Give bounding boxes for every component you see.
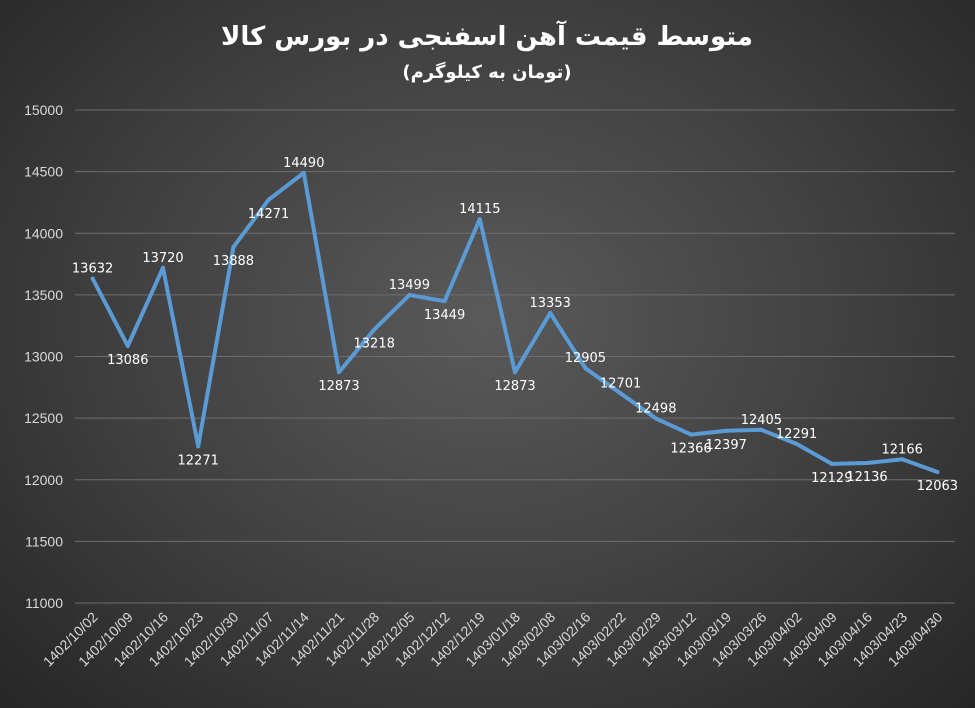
data-point <box>759 427 764 432</box>
data-point <box>689 432 693 437</box>
y-tick-label: 11500 <box>25 533 63 549</box>
y-tick-label: 12000 <box>24 472 63 488</box>
data-point <box>301 170 306 175</box>
data-point <box>583 366 588 371</box>
chart-title: متوسط قیمت آهن اسفنجی در بورس کالا <box>221 20 753 52</box>
data-label: 13218 <box>354 337 395 352</box>
y-axis: 15000 14500 14000 13500 13000 12500 12000 11500… <box>24 102 63 611</box>
data-point <box>266 197 271 202</box>
data-label: 12136 <box>846 470 887 485</box>
y-tick-label: 11000 <box>25 595 63 611</box>
data-label: 12905 <box>565 351 606 366</box>
data-label: 14115 <box>459 202 500 217</box>
data-label: 12873 <box>494 379 535 394</box>
data-labels: 13632 13086 13720 12271 13888 14271 14490 12873… <box>72 156 958 494</box>
data-label: 12271 <box>178 453 219 468</box>
chart-subtitle: (تومان به کیلوگرم) <box>402 61 571 83</box>
data-label: 12873 <box>318 379 359 394</box>
data-point <box>653 416 658 421</box>
data-label: 12291 <box>776 427 817 442</box>
data-point <box>477 217 482 222</box>
data-point <box>196 444 201 449</box>
x-axis: 1402/10/021402/10/091402/10/161402/10/23… <box>40 609 946 670</box>
data-point <box>90 276 95 281</box>
data-label: 12063 <box>917 479 958 494</box>
y-tick-label: 13000 <box>24 349 63 365</box>
data-label: 13353 <box>530 296 571 311</box>
data-point <box>442 299 447 304</box>
data-label: 12701 <box>600 376 641 391</box>
data-label: 14271 <box>248 207 289 222</box>
data-label: 13499 <box>389 278 430 293</box>
series-line-group <box>90 170 940 474</box>
data-point <box>231 245 236 250</box>
data-label: 13888 <box>213 254 254 269</box>
data-point <box>407 292 412 297</box>
y-tick-label: 14500 <box>24 164 63 180</box>
data-label: 13720 <box>142 251 183 266</box>
data-point <box>865 460 869 465</box>
data-label: 13449 <box>424 308 465 323</box>
data-point <box>900 457 905 462</box>
gridlines <box>75 109 955 604</box>
data-label: 12498 <box>635 401 676 416</box>
data-label: 13632 <box>72 262 113 277</box>
y-tick-label: 14000 <box>24 225 63 241</box>
data-label: 12397 <box>706 438 747 453</box>
data-point <box>548 310 553 315</box>
data-point <box>935 469 940 474</box>
data-label: 12129 <box>811 471 852 486</box>
data-point <box>829 461 834 466</box>
data-label: 12405 <box>741 413 782 428</box>
y-tick-label: 15000 <box>24 102 63 118</box>
data-point <box>618 391 623 396</box>
data-point <box>513 370 517 375</box>
data-label: 13086 <box>107 353 148 368</box>
data-point <box>794 441 799 446</box>
y-tick-label: 13500 <box>24 287 63 303</box>
data-point <box>125 343 130 348</box>
data-point <box>724 428 729 433</box>
data-label: 12366 <box>670 442 711 457</box>
data-label: 14490 <box>283 156 324 171</box>
data-point <box>337 370 341 375</box>
data-point <box>161 265 165 270</box>
data-point <box>372 327 377 332</box>
data-label: 12166 <box>882 442 923 457</box>
y-tick-label: 12500 <box>24 410 63 426</box>
